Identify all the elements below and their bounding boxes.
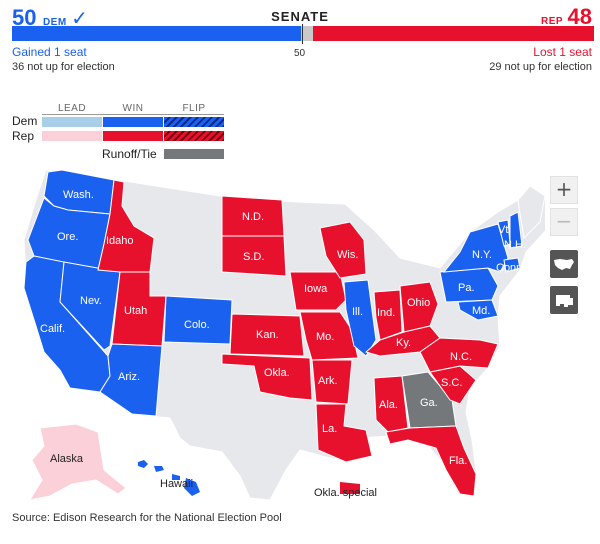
state-ok[interactable]: [221, 353, 313, 401]
state-ar[interactable]: [311, 359, 353, 405]
legend-header-lead: LEAD: [57, 103, 87, 114]
label-or: Ore.: [57, 231, 78, 243]
label-md: Md.: [472, 305, 490, 317]
label-id: Idaho: [106, 235, 134, 247]
dem-win-swatch: [103, 117, 163, 127]
label-ak: Alaska: [50, 453, 84, 465]
source-note: Source: Edison Research for the National…: [12, 512, 282, 524]
chamber-title: SENATE: [271, 9, 329, 24]
label-wi: Wis.: [337, 249, 358, 261]
state-shape-glyph: [556, 295, 573, 307]
label-ut: Utah: [124, 305, 147, 317]
label-fl: Fla.: [449, 455, 467, 467]
label-al: Ala.: [379, 399, 398, 411]
label-nh: N.H.: [504, 239, 526, 251]
rep-seats-bar: [313, 26, 594, 41]
state-sd[interactable]: [221, 235, 287, 277]
legend-runoff-label: Runoff/Tie: [102, 147, 157, 161]
legend-header-flip: FLIP: [182, 103, 206, 114]
state-mo[interactable]: [299, 311, 359, 361]
label-nd: N.D.: [242, 211, 264, 223]
rep-win-swatch: [103, 131, 163, 141]
label-ks: Kan.: [256, 329, 279, 341]
label-sc: S.C.: [441, 377, 462, 389]
dem-seat-count: 50: [12, 5, 37, 30]
state-me: [517, 185, 545, 240]
us-map-glyph: [554, 259, 574, 270]
label-mo: Mo.: [316, 331, 334, 343]
legend-row-dem: Dem: [12, 114, 38, 128]
rep-lead-swatch: [42, 131, 102, 141]
label-ct: Conn.: [496, 262, 525, 274]
us-map-icon[interactable]: [550, 250, 578, 278]
senate-map: Wash. Ore. Calif. Nev. Idaho Utah Ariz. …: [23, 169, 545, 501]
majority-label: 50: [294, 48, 306, 59]
rep-not-up: 29 not up for election: [489, 61, 592, 73]
state-oh[interactable]: [399, 281, 439, 333]
state-wi[interactable]: [319, 221, 367, 279]
label-nc: N.C.: [450, 351, 472, 363]
check-icon: ✓: [71, 6, 88, 30]
label-ny: N.Y.: [472, 249, 492, 261]
state-ia[interactable]: [289, 271, 347, 311]
dem-flip-swatch: [164, 117, 224, 127]
state-nc[interactable]: [419, 337, 499, 373]
dem-not-up: 36 not up for election: [12, 61, 115, 73]
label-az: Ariz.: [118, 371, 140, 383]
rep-flip-swatch: [164, 131, 224, 141]
state-ga[interactable]: [401, 371, 457, 429]
dem-party-label: DEM: [42, 17, 67, 28]
ok-special-marker[interactable]: [340, 482, 360, 494]
dem-change: Gained 1 seat: [12, 45, 87, 59]
legend-row-rep: Rep: [12, 129, 35, 143]
label-ok-special: Okla. special: [314, 487, 377, 499]
label-sd: S.D.: [243, 251, 264, 263]
label-ky: Ky.: [396, 337, 411, 349]
majority-marker: [302, 24, 303, 44]
label-ar: Ark.: [318, 375, 338, 387]
dem-seats-bar: [12, 26, 301, 41]
rep-party-label: REP: [541, 16, 564, 27]
label-il: Ill.: [352, 306, 363, 318]
rep-seat-count: 48: [567, 4, 592, 29]
label-la: La.: [322, 423, 337, 435]
label-hi: Hawaii: [160, 478, 193, 490]
label-co: Colo.: [184, 319, 210, 331]
label-vt: Vt.: [498, 224, 511, 236]
legend-divider: [42, 114, 224, 115]
label-oh: Ohio: [407, 297, 430, 309]
label-pa: Pa.: [458, 282, 475, 294]
state-ct[interactable]: [503, 257, 521, 273]
runoff-seats-bar: [301, 26, 313, 41]
state-il[interactable]: [343, 279, 377, 357]
state-ky[interactable]: [364, 325, 441, 357]
label-ia: Iowa: [304, 283, 328, 295]
state-hi[interactable]: [138, 460, 200, 496]
label-nv: Nev.: [80, 295, 102, 307]
rep-change: Lost 1 seat: [533, 45, 592, 59]
label-ga: Ga.: [420, 397, 438, 409]
legend-header-win: WIN: [122, 103, 144, 114]
state-la[interactable]: [315, 403, 373, 463]
rep-summary: REP 48: [541, 6, 592, 29]
label-in: Ind.: [377, 307, 395, 319]
label-ok: Okla.: [264, 367, 290, 379]
state-ks[interactable]: [229, 313, 305, 357]
label-wa: Wash.: [63, 189, 94, 201]
dem-summary: 50 DEM ✓: [12, 6, 88, 30]
state-az[interactable]: [99, 343, 163, 417]
state-nh[interactable]: [509, 211, 523, 249]
state-md[interactable]: [457, 299, 499, 321]
zoom-in-button[interactable]: +: [550, 176, 578, 204]
state-ak[interactable]: [28, 423, 127, 501]
state-shape-icon[interactable]: [550, 286, 578, 314]
dem-lead-swatch: [42, 117, 102, 127]
runoff-swatch: [164, 149, 224, 159]
state-fl[interactable]: [385, 425, 477, 497]
zoom-out-button[interactable]: −: [550, 208, 578, 236]
label-ca: Calif.: [40, 323, 65, 335]
